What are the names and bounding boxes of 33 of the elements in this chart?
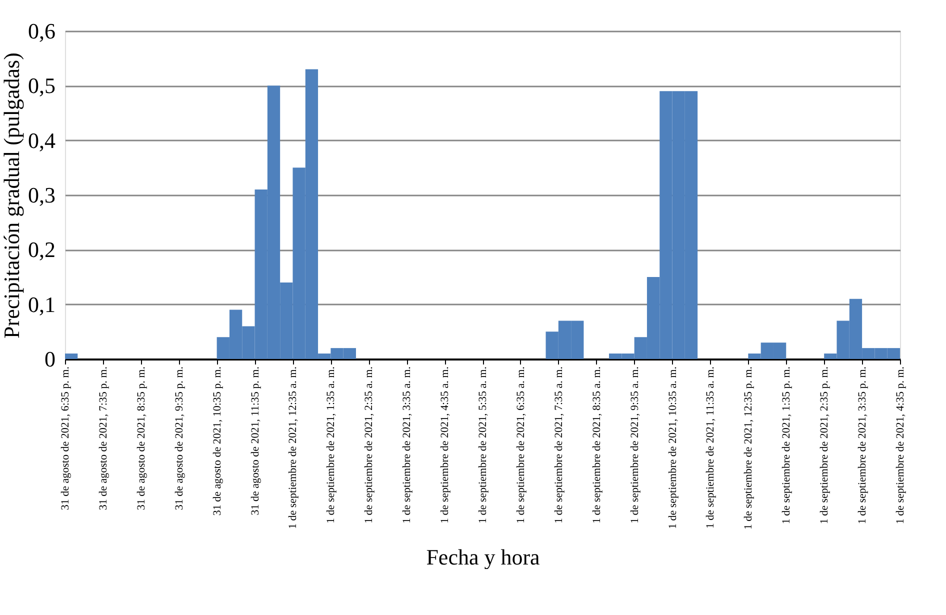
x-axis-title: Fecha y hora [426,544,540,570]
x-tick-label: 1 de septiembre de 2021, 1:35 p. m. [780,366,793,524]
x-tick-label: 1 de septiembre de 2021, 4:35 p. m. [894,366,906,524]
y-tick-label: 0,6 [28,18,56,44]
x-tick-label: 1 de septiembre de 2021, 3:35 a. m. [401,366,414,524]
x-tick-label: 1 de septiembre de 2021, 9:35 a. m. [628,366,641,524]
x-tick-label: 1 de septiembre de 2021, 12:35 a. m. [287,366,300,530]
x-tick-label: 31 de agosto de 2021, 9:35 p. m. [173,366,186,510]
x-tick-label: 1 de septiembre de 2021, 2:35 a. m. [363,366,376,524]
x-tick-label: 1 de septiembre de 2021, 3:35 p. m. [856,366,869,524]
x-tick-label: 1 de septiembre de 2021, 5:35 a. m. [477,366,489,524]
x-tick-label: 1 de septiembre de 2021, 1:35 a. m. [325,366,338,524]
x-tick-label: 1 de septiembre de 2021, 7:35 a. m. [552,366,565,524]
x-tick-label: 31 de agosto de 2021, 11:35 p. m. [249,366,262,516]
x-tick-label: 1 de septiembre de 2021, 12:35 p. m. [742,366,755,530]
x-tick-label: 31 de agosto de 2021, 10:35 p. m. [211,366,224,516]
x-tick-label: 1 de septiembre de 2021, 11:35 a. m. [704,366,717,529]
bar [65,354,78,359]
y-tick-label: 0,4 [28,128,56,153]
x-tick-label: 1 de septiembre de 2021, 6:35 a. m. [514,366,527,524]
x-tick-label: 1 de septiembre de 2021, 4:35 a. m. [439,366,452,524]
x-tick-label: 1 de septiembre de 2021, 10:35 a. m. [666,366,679,530]
y-tick-label: 0,3 [28,182,56,208]
y-tick-label: 0 [44,346,56,372]
y-tick-label: 0,5 [28,73,56,98]
x-tick-label: 31 de agosto de 2021, 7:35 p. m. [97,366,110,510]
y-tick-label: 0,2 [28,237,56,262]
y-axis-title: Precipitación gradual (pulgadas) [0,52,24,338]
x-tick-label: 31 de agosto de 2021, 6:35 p. m. [60,366,72,510]
y-tick-label: 0,1 [28,292,56,317]
x-tick-label: 31 de agosto de 2021, 8:35 p. m. [135,366,148,510]
x-tick-label: 1 de septiembre de 2021, 8:35 a. m. [590,366,603,524]
x-tick-label: 1 de septiembre de 2021, 2:35 p. m. [818,366,831,524]
